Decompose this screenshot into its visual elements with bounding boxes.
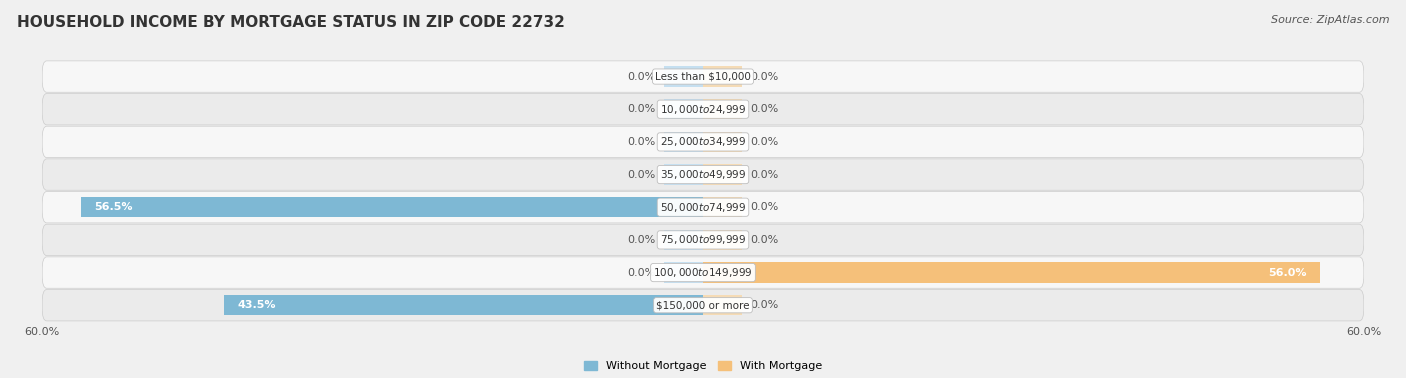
Bar <box>703 164 741 185</box>
Bar <box>665 67 703 87</box>
Text: 0.0%: 0.0% <box>627 104 655 114</box>
Text: 0.0%: 0.0% <box>751 104 779 114</box>
Text: $25,000 to $34,999: $25,000 to $34,999 <box>659 135 747 149</box>
Bar <box>665 262 703 283</box>
Text: $150,000 or more: $150,000 or more <box>657 300 749 310</box>
FancyBboxPatch shape <box>42 93 1364 125</box>
Text: 56.0%: 56.0% <box>1268 268 1306 277</box>
FancyBboxPatch shape <box>42 257 1364 288</box>
FancyBboxPatch shape <box>42 61 1364 92</box>
Bar <box>703 132 741 152</box>
Text: 0.0%: 0.0% <box>627 71 655 82</box>
Text: 0.0%: 0.0% <box>627 235 655 245</box>
FancyBboxPatch shape <box>42 159 1364 190</box>
Text: 0.0%: 0.0% <box>627 268 655 277</box>
Text: $75,000 to $99,999: $75,000 to $99,999 <box>659 233 747 246</box>
Bar <box>224 295 703 315</box>
Bar <box>703 197 741 217</box>
Text: 0.0%: 0.0% <box>627 137 655 147</box>
Text: 43.5%: 43.5% <box>238 300 276 310</box>
Bar <box>703 99 741 119</box>
Bar <box>665 99 703 119</box>
Text: $35,000 to $49,999: $35,000 to $49,999 <box>659 168 747 181</box>
FancyBboxPatch shape <box>42 126 1364 158</box>
FancyBboxPatch shape <box>42 290 1364 321</box>
Bar <box>703 67 741 87</box>
Bar <box>665 132 703 152</box>
Text: 0.0%: 0.0% <box>751 235 779 245</box>
Text: 0.0%: 0.0% <box>751 71 779 82</box>
Text: HOUSEHOLD INCOME BY MORTGAGE STATUS IN ZIP CODE 22732: HOUSEHOLD INCOME BY MORTGAGE STATUS IN Z… <box>17 15 565 30</box>
Text: $50,000 to $74,999: $50,000 to $74,999 <box>659 201 747 214</box>
Text: 56.5%: 56.5% <box>94 202 132 212</box>
Text: 0.0%: 0.0% <box>751 300 779 310</box>
Text: 0.0%: 0.0% <box>751 137 779 147</box>
Bar <box>80 197 703 217</box>
Text: Source: ZipAtlas.com: Source: ZipAtlas.com <box>1271 15 1389 25</box>
Text: Less than $10,000: Less than $10,000 <box>655 71 751 82</box>
Bar <box>703 230 741 250</box>
FancyBboxPatch shape <box>42 192 1364 223</box>
Bar <box>665 164 703 185</box>
Text: 0.0%: 0.0% <box>627 170 655 180</box>
Text: $100,000 to $149,999: $100,000 to $149,999 <box>654 266 752 279</box>
Bar <box>703 295 741 315</box>
Bar <box>703 262 1320 283</box>
FancyBboxPatch shape <box>42 224 1364 256</box>
Bar <box>665 230 703 250</box>
Text: 0.0%: 0.0% <box>751 202 779 212</box>
Legend: Without Mortgage, With Mortgage: Without Mortgage, With Mortgage <box>579 357 827 376</box>
Text: 0.0%: 0.0% <box>751 170 779 180</box>
Text: $10,000 to $24,999: $10,000 to $24,999 <box>659 103 747 116</box>
